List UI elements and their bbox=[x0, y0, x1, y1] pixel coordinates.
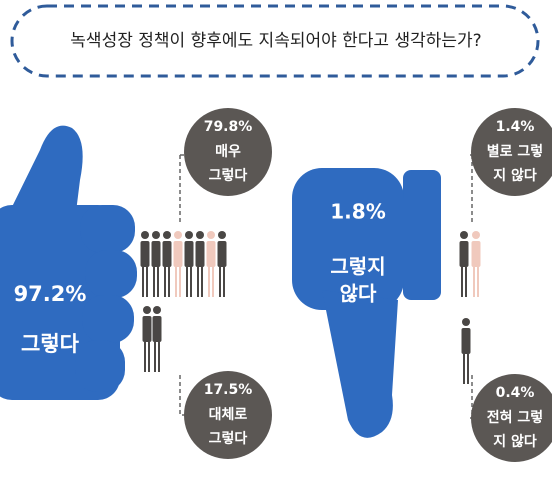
breakdown-value: 0.4% bbox=[496, 385, 535, 401]
person-icon bbox=[153, 316, 162, 342]
person-icon bbox=[462, 318, 470, 326]
positive-total: 97.2% bbox=[14, 282, 87, 306]
person-icon bbox=[472, 231, 480, 239]
negative-total: 1.8% bbox=[330, 200, 385, 224]
person-icon bbox=[143, 316, 152, 342]
person-icon bbox=[152, 231, 160, 239]
person-icon bbox=[141, 231, 149, 239]
breakdown-value: 1.4% bbox=[496, 119, 535, 135]
person-icon bbox=[152, 241, 161, 267]
person-icon bbox=[207, 231, 215, 239]
person-icon bbox=[153, 306, 161, 314]
person-icon bbox=[163, 231, 171, 239]
person-icon bbox=[462, 328, 471, 354]
breakdown-label: 전혀 그렇 bbox=[487, 409, 543, 426]
person-icon bbox=[472, 241, 481, 267]
thumbs-up bbox=[0, 126, 137, 400]
person-icon bbox=[185, 231, 193, 239]
breakdown-label: 대체로 bbox=[209, 407, 248, 423]
person-icon bbox=[196, 231, 204, 239]
breakdown-label: 그렇다 bbox=[209, 431, 248, 447]
person-icon bbox=[143, 306, 151, 314]
connector bbox=[470, 155, 472, 222]
breakdown-value: 79.8% bbox=[204, 119, 253, 135]
person-icon bbox=[141, 241, 150, 267]
person-icon bbox=[174, 241, 183, 267]
title: 녹색성장 정책이 향후에도 지속되어야 한다고 생각하는가? bbox=[70, 31, 481, 51]
breakdown-label: 그렇다 bbox=[209, 168, 248, 184]
breakdown-value: 17.5% bbox=[204, 382, 253, 398]
breakdown-label: 지 않다 bbox=[493, 167, 537, 184]
breakdown-label: 매우 bbox=[215, 144, 241, 160]
breakdown-label: 지 않다 bbox=[493, 433, 537, 450]
infographic: 녹색성장 정책이 향후에도 지속되어야 한다고 생각하는가? 97.2% 그렇다… bbox=[0, 0, 552, 488]
person-icon bbox=[218, 231, 226, 239]
person-icon bbox=[185, 241, 194, 267]
person-icon bbox=[460, 231, 468, 239]
person-icon bbox=[174, 231, 182, 239]
positive-label: 그렇다 bbox=[21, 332, 80, 356]
person-icon bbox=[460, 241, 469, 267]
person-icon bbox=[218, 241, 227, 267]
negative-label: 않다 bbox=[340, 282, 377, 306]
breakdown-label: 별로 그렇 bbox=[487, 143, 543, 160]
negative-label: 그렇지 bbox=[330, 255, 385, 279]
person-icon bbox=[163, 241, 172, 267]
person-icon bbox=[207, 241, 216, 267]
person-icon bbox=[196, 241, 205, 267]
